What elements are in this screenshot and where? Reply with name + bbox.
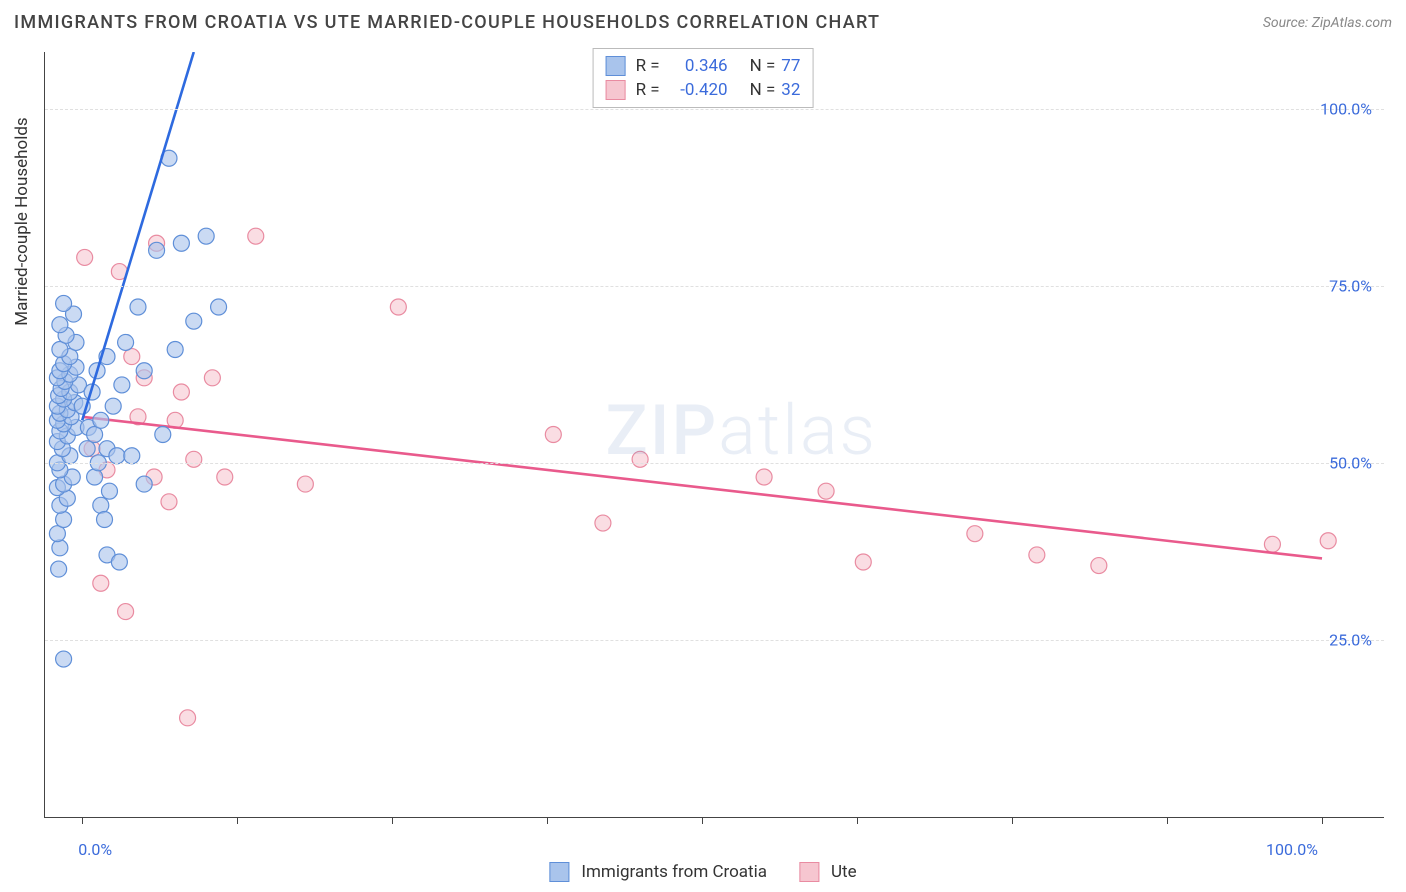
data-point	[93, 575, 109, 591]
swatch-blue	[549, 862, 569, 882]
series-legend: Immigrants from Croatia Ute	[549, 862, 856, 882]
legend-item-blue: Immigrants from Croatia	[549, 862, 767, 882]
swatch-blue	[606, 56, 626, 76]
data-point	[632, 451, 648, 467]
data-point	[173, 235, 189, 251]
data-point	[167, 342, 183, 358]
data-point	[56, 512, 72, 528]
data-point	[1264, 536, 1280, 552]
y-tick-label: 75.0%	[1329, 276, 1372, 295]
r-value-pink: -0.420	[666, 78, 728, 102]
y-tick-label: 25.0%	[1329, 630, 1372, 649]
r-label: R =	[636, 54, 660, 78]
data-point	[130, 299, 146, 315]
data-point	[77, 249, 93, 265]
data-point	[217, 469, 233, 485]
data-point	[56, 651, 72, 667]
y-tick-label: 100.0%	[1320, 99, 1372, 118]
data-point	[186, 451, 202, 467]
legend-item-pink: Ute	[799, 862, 857, 882]
data-point	[180, 710, 196, 726]
data-point	[136, 476, 152, 492]
data-point	[756, 469, 772, 485]
data-point	[118, 334, 134, 350]
swatch-pink	[799, 862, 819, 882]
chart-title: IMMIGRANTS FROM CROATIA VS UTE MARRIED-C…	[14, 12, 880, 33]
data-point	[967, 526, 983, 542]
legend-row-pink: R = -0.420 N = 32	[606, 78, 801, 102]
chart-plot-area: ZIPatlas 25.0%50.0%75.0%100.0%0.0%100.0%	[44, 52, 1384, 818]
data-point	[105, 398, 121, 414]
data-point	[248, 228, 264, 244]
data-point	[56, 295, 72, 311]
data-point	[52, 317, 68, 333]
data-point	[211, 299, 227, 315]
data-point	[79, 441, 95, 457]
trend-line	[82, 417, 1322, 559]
n-value-blue: 77	[781, 54, 800, 78]
data-point	[136, 363, 152, 379]
n-label: N =	[750, 78, 776, 102]
data-point	[198, 228, 214, 244]
data-point	[118, 604, 134, 620]
data-point	[114, 377, 130, 393]
data-point	[93, 412, 109, 428]
data-point	[93, 497, 109, 513]
x-tick-label: 0.0%	[78, 840, 112, 859]
data-point	[855, 554, 871, 570]
data-point	[109, 448, 125, 464]
data-point	[87, 469, 103, 485]
data-point	[204, 370, 220, 386]
data-point	[186, 313, 202, 329]
data-point	[51, 561, 67, 577]
data-point	[101, 483, 117, 499]
scatter-svg	[45, 52, 1384, 817]
legend-row-blue: R = 0.346 N = 77	[606, 54, 801, 78]
y-tick-label: 50.0%	[1329, 453, 1372, 472]
y-axis-label: Married-couple Households	[12, 117, 32, 325]
source-attribution: Source: ZipAtlas.com	[1263, 15, 1392, 31]
data-point	[818, 483, 834, 499]
data-point	[124, 448, 140, 464]
data-point	[97, 512, 113, 528]
correlation-legend: R = 0.346 N = 77 R = -0.420 N = 32	[593, 48, 814, 108]
data-point	[149, 242, 165, 258]
data-point	[545, 427, 561, 443]
data-point	[161, 494, 177, 510]
n-label: N =	[750, 54, 776, 78]
data-point	[1029, 547, 1045, 563]
legend-label-pink: Ute	[831, 862, 857, 882]
data-point	[52, 540, 68, 556]
data-point	[111, 554, 127, 570]
data-point	[155, 427, 171, 443]
legend-label-blue: Immigrants from Croatia	[581, 862, 767, 882]
x-tick-label: 100.0%	[1266, 840, 1318, 859]
swatch-pink	[606, 80, 626, 100]
data-point	[1320, 533, 1336, 549]
r-value-blue: 0.346	[666, 54, 728, 78]
data-point	[297, 476, 313, 492]
data-point	[390, 299, 406, 315]
data-point	[173, 384, 189, 400]
r-label: R =	[636, 78, 660, 102]
n-value-pink: 32	[781, 78, 800, 102]
data-point	[1091, 558, 1107, 574]
data-point	[595, 515, 611, 531]
